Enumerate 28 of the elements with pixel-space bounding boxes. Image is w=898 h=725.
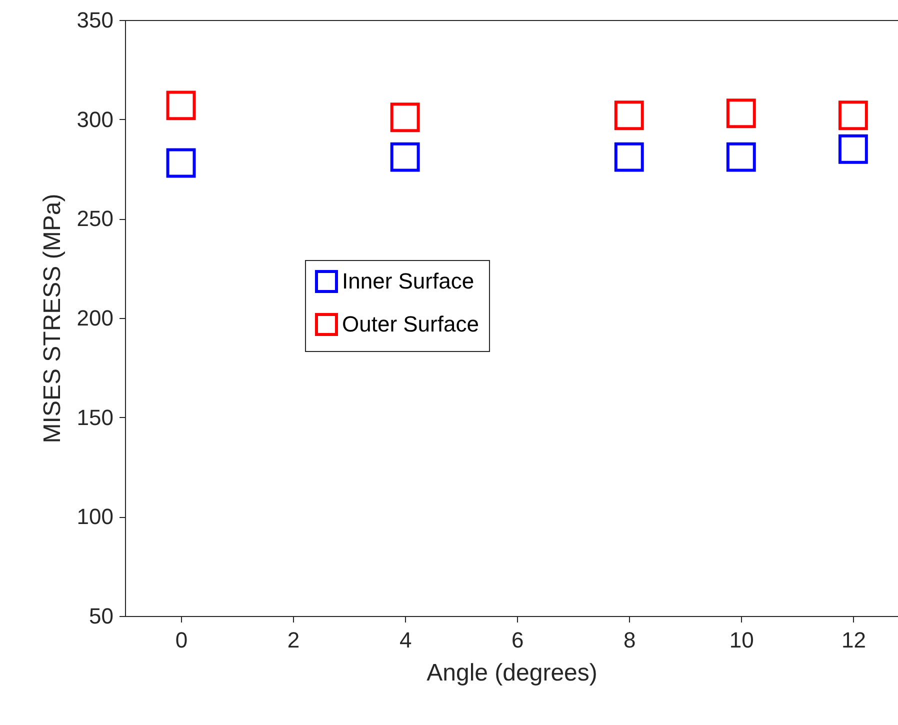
x-tick-label: 12 <box>841 628 866 652</box>
point <box>838 100 868 130</box>
point <box>838 134 868 164</box>
x-axis-title: Angle (degrees) <box>426 660 598 686</box>
point <box>726 98 756 128</box>
x-tick-label: 2 <box>287 628 300 652</box>
point <box>166 148 196 178</box>
y-tick-label: 50 <box>89 604 114 628</box>
legend-label: Inner Surface <box>342 268 474 294</box>
y-tick-label: 250 <box>76 206 114 232</box>
legend-label: Outer Surface <box>342 312 479 336</box>
point <box>614 142 644 172</box>
point <box>726 142 756 172</box>
x-tick-label: 0 <box>175 628 188 652</box>
x-tick-label: 10 <box>729 628 754 652</box>
y-tick-label: 100 <box>76 504 114 530</box>
x-tick-label: 6 <box>511 628 524 652</box>
y-tick-label: 300 <box>76 106 114 132</box>
y-tick-label: 350 <box>76 8 114 32</box>
point <box>614 100 644 130</box>
y-axis-title: MISES STRESS (MPa) <box>38 194 66 444</box>
y-tick-label: 200 <box>76 306 114 330</box>
point <box>166 90 196 120</box>
x-tick-label: 8 <box>624 628 636 652</box>
x-tick-label: 4 <box>399 628 412 652</box>
point <box>390 102 420 132</box>
y-tick-label: 150 <box>76 404 114 430</box>
point <box>390 142 420 172</box>
